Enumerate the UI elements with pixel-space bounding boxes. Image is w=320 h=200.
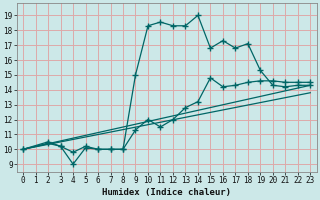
- X-axis label: Humidex (Indice chaleur): Humidex (Indice chaleur): [102, 188, 231, 197]
